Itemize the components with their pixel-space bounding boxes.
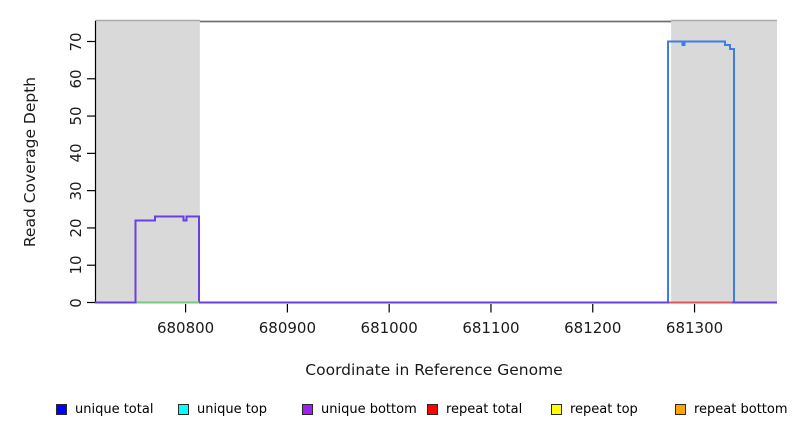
y-axis-title: Read Coverage Depth bbox=[21, 76, 39, 248]
y-tick-label-30: 30 bbox=[67, 181, 85, 201]
x-tick-label-681000: 681000 bbox=[360, 319, 418, 337]
y-tick-label-20: 20 bbox=[67, 218, 85, 238]
legend-swatch-unique-total bbox=[56, 403, 67, 415]
legend-label-repeat-bottom: repeat bottom bbox=[694, 401, 788, 417]
x-tick-label-680900: 680900 bbox=[258, 319, 317, 337]
legend-swatch-unique-bottom bbox=[302, 403, 313, 415]
legend: unique total unique top unique bottom re… bbox=[0, 398, 792, 420]
legend-swatch-unique-top bbox=[178, 403, 189, 415]
legend-label-unique-top: unique top bbox=[197, 401, 268, 417]
y-tick-label-50: 50 bbox=[67, 106, 85, 126]
legend-label-repeat-top: repeat top bbox=[570, 401, 638, 417]
x-tick-label-680800: 680800 bbox=[156, 319, 215, 337]
x-axis-title: Coordinate in Reference Genome bbox=[305, 361, 563, 379]
legend-item-unique-bottom: unique bottom bbox=[302, 398, 417, 420]
series-unique-bottom bbox=[95, 215, 777, 304]
x-tick-label-681100: 681100 bbox=[462, 319, 520, 337]
legend-item-repeat-total: repeat total bbox=[427, 398, 522, 420]
y-tick-label-0: 0 bbox=[67, 297, 85, 308]
legend-label-unique-bottom: unique bottom bbox=[321, 401, 417, 417]
legend-swatch-repeat-total bbox=[427, 403, 438, 415]
legend-swatch-repeat-bottom bbox=[675, 403, 686, 415]
y-tick-label-40: 40 bbox=[67, 143, 85, 163]
legend-label-repeat-total: repeat total bbox=[446, 401, 523, 417]
x-tick-label-681200: 681200 bbox=[564, 319, 622, 337]
y-tick-label-70: 70 bbox=[67, 31, 85, 52]
legend-item-unique-total: unique total bbox=[56, 398, 153, 420]
legend-swatch-repeat-top bbox=[551, 403, 562, 415]
repeat-region-shade bbox=[95, 20, 200, 304]
legend-label-unique-total: unique total bbox=[75, 401, 154, 417]
y-tick-label-60: 60 bbox=[67, 69, 85, 89]
legend-item-repeat-bottom: repeat bottom bbox=[675, 398, 788, 420]
repeat-region-shade bbox=[671, 20, 777, 304]
legend-item-repeat-top: repeat top bbox=[551, 398, 638, 420]
y-tick-label-10: 10 bbox=[67, 255, 85, 275]
x-tick-label-681300: 681300 bbox=[665, 319, 724, 337]
legend-item-unique-top: unique top bbox=[178, 398, 267, 420]
